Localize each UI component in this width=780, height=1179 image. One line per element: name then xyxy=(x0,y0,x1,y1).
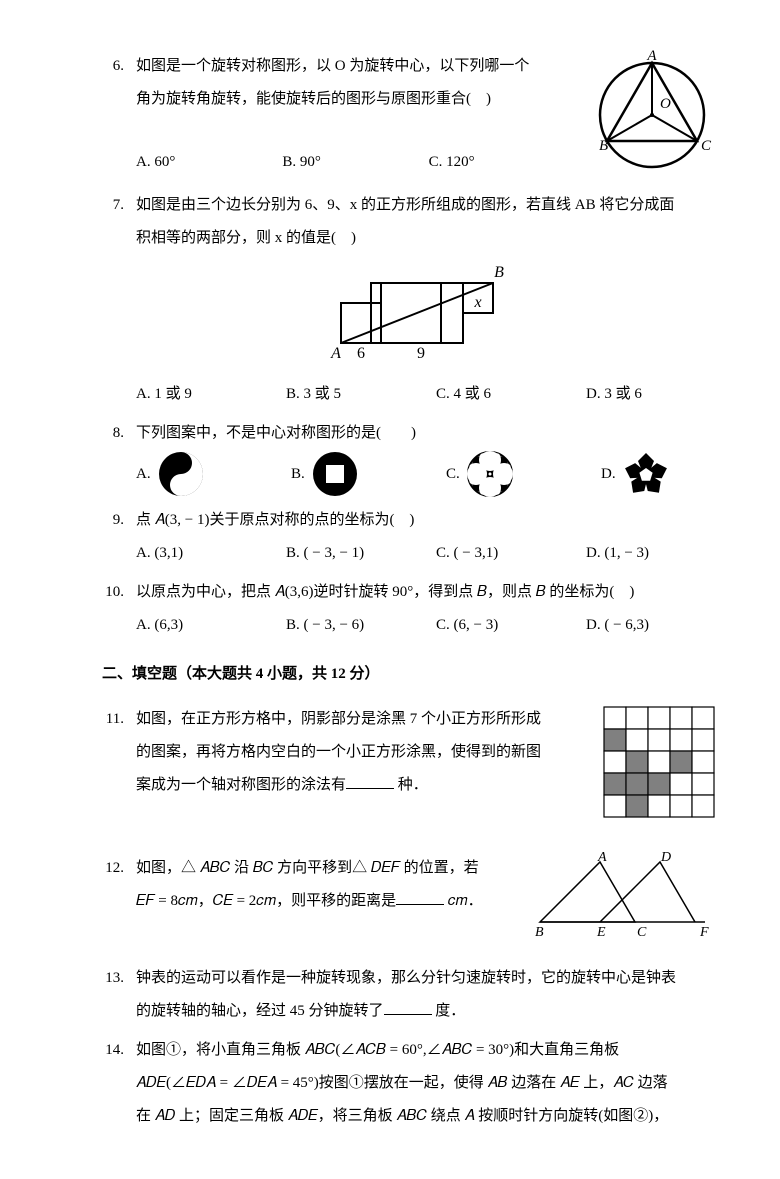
q9-options: A. (3,1) B. ( − 3, − 1) C. ( − 3,1) D. (… xyxy=(136,537,736,570)
opt-b[interactable]: B. 90° xyxy=(282,146,428,179)
opt-c[interactable]: C. 120° xyxy=(429,146,575,179)
opt-d[interactable]: D. ( − 6,3) xyxy=(586,609,736,642)
yinyang-icon xyxy=(157,450,205,498)
opt-c[interactable]: C. 4 或 6 xyxy=(436,378,586,411)
q-number: 6. xyxy=(90,50,136,183)
svg-text:E: E xyxy=(596,925,606,937)
q-number: 13. xyxy=(90,962,136,1028)
svg-text:B: B xyxy=(535,925,544,937)
opt-b[interactable]: B. xyxy=(291,450,446,498)
q7-figure: A B 6 9 x xyxy=(136,255,736,378)
opt-a[interactable]: A. xyxy=(136,450,291,498)
q10-options: A. (6,3) B. ( − 3, − 6) C. (6, − 3) D. (… xyxy=(136,609,736,642)
svg-text:C: C xyxy=(701,138,712,154)
q8-options: A. B. C. xyxy=(136,450,756,498)
q6-figure: A B C O xyxy=(585,50,720,183)
q7-options: A. 1 或 9 B. 3 或 5 C. 4 或 6 D. 3 或 6 xyxy=(136,378,736,411)
svg-text:A: A xyxy=(646,50,657,64)
q-number: 8. xyxy=(90,417,136,498)
opt-b[interactable]: B. ( − 3, − 1) xyxy=(286,537,436,570)
svg-text:x: x xyxy=(473,294,481,311)
section-2-title: 二、填空题（本大题共 4 小题，共 12 分） xyxy=(102,658,720,691)
opt-a[interactable]: A. (6,3) xyxy=(136,609,286,642)
q14-line3: 在 𝐴𝐷 上；固定三角板 𝐴𝐷𝐸，将三角板 𝐴𝐵𝐶 绕点 𝐴 按顺时针方向旋转(… xyxy=(136,1100,720,1133)
svg-text:B: B xyxy=(494,264,504,281)
q-number: 9. xyxy=(90,504,136,570)
q13-line2: 的旋转轴的轴心，经过 45 分钟旋转了 度． xyxy=(136,995,720,1028)
square-hole-icon xyxy=(311,450,359,498)
q10-text: 以原点为中心，把点 𝐴(3,6)逆时针旋转 90°，得到点 𝐵，则点 𝐵 的坐标… xyxy=(136,576,736,609)
svg-text:6: 6 xyxy=(357,345,365,362)
opt-c[interactable]: C. ( − 3,1) xyxy=(436,537,586,570)
opt-b[interactable]: B. ( − 3, − 6) xyxy=(286,609,436,642)
q-number: 10. xyxy=(90,576,136,642)
svg-text:A: A xyxy=(597,852,607,865)
opt-a[interactable]: A. 1 或 9 xyxy=(136,378,286,411)
opt-c[interactable]: C. (6, − 3) xyxy=(436,609,586,642)
svg-text:F: F xyxy=(699,925,709,937)
q11-figure xyxy=(600,703,720,836)
q-number: 7. xyxy=(90,189,136,411)
opt-a[interactable]: A. (3,1) xyxy=(136,537,286,570)
svg-text:C: C xyxy=(637,925,647,937)
pentagon-flower-icon xyxy=(622,450,670,498)
petals-icon xyxy=(466,450,514,498)
q14-line1: 如图①，将小直角三角板 𝐴𝐵𝐶(∠𝐴𝐶𝐵 = 60°,∠𝐴𝐵𝐶 = 30°)和大… xyxy=(136,1034,720,1067)
opt-a[interactable]: A. 60° xyxy=(136,146,282,179)
opt-d[interactable]: D. (1, − 3) xyxy=(586,537,736,570)
q6-options: A. 60° B. 90° C. 120° xyxy=(136,146,575,179)
q-number: 14. xyxy=(90,1034,136,1133)
svg-text:B: B xyxy=(599,138,608,154)
q8-text: 下列图案中，不是中心对称图形的是( ) xyxy=(136,417,756,450)
opt-d[interactable]: D. 3 或 6 xyxy=(586,378,736,411)
q13-line1: 钟表的运动可以看作是一种旋转现象，那么分针匀速旋转时，它的旋转中心是钟表 xyxy=(136,962,720,995)
opt-c[interactable]: C. xyxy=(446,450,601,498)
q-number: 11. xyxy=(90,703,136,846)
q7-line1: 如图是由三个边长分别为 6、9、x 的正方形所组成的图形，若直线 AB 将它分成… xyxy=(136,189,736,222)
q9-text: 点 𝐴(3, − 1)关于原点对称的点的坐标为( ) xyxy=(136,504,736,537)
svg-text:D: D xyxy=(660,852,671,865)
q-number: 12. xyxy=(90,852,136,956)
opt-b[interactable]: B. 3 或 5 xyxy=(286,378,436,411)
svg-text:9: 9 xyxy=(417,345,425,362)
opt-d[interactable]: D. xyxy=(601,450,756,498)
q12-figure: A D B E C F xyxy=(530,852,720,950)
q14-line2: 𝐴𝐷𝐸(∠𝐸𝐷𝐴 = ∠𝐷𝐸𝐴 = 45°)按图①摆放在一起，使得 𝐴𝐵 边落在… xyxy=(136,1067,720,1100)
svg-text:O: O xyxy=(660,96,671,112)
q7-line2: 积相等的两部分，则 x 的值是( ) xyxy=(136,222,736,255)
svg-text:A: A xyxy=(330,345,341,362)
